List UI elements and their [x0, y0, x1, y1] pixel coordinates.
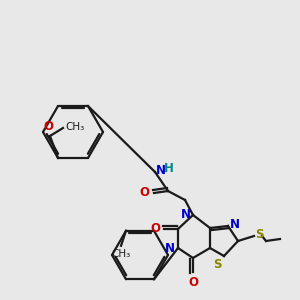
Text: H: H: [164, 161, 174, 175]
Text: CH₃: CH₃: [111, 249, 130, 259]
Text: O: O: [188, 276, 198, 289]
Text: S: S: [214, 258, 222, 271]
Text: O: O: [139, 187, 149, 200]
Text: N: N: [156, 164, 166, 178]
Text: N: N: [165, 242, 175, 254]
Text: N: N: [230, 218, 240, 230]
Text: O: O: [150, 223, 160, 236]
Text: O: O: [43, 120, 53, 133]
Text: S: S: [255, 229, 263, 242]
Text: N: N: [181, 208, 191, 220]
Text: CH₃: CH₃: [65, 122, 84, 132]
